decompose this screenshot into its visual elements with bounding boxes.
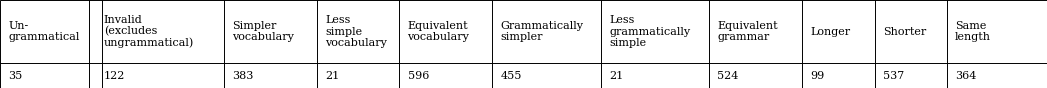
- Text: 21: 21: [609, 71, 623, 81]
- Text: 122: 122: [104, 71, 125, 81]
- Text: 364: 364: [955, 71, 977, 81]
- Text: 383: 383: [232, 71, 253, 81]
- Text: 35: 35: [8, 71, 23, 81]
- Text: Grammatically
simpler: Grammatically simpler: [500, 21, 584, 42]
- Text: 537: 537: [883, 71, 905, 81]
- Text: 524: 524: [717, 71, 739, 81]
- Text: 455: 455: [500, 71, 522, 81]
- Text: 99: 99: [810, 71, 825, 81]
- Text: 596: 596: [407, 71, 429, 81]
- Text: Less
simple
vocabulary: Less simple vocabulary: [326, 15, 387, 48]
- Text: 21: 21: [326, 71, 339, 81]
- Text: Simpler
vocabulary: Simpler vocabulary: [232, 21, 294, 42]
- Text: Shorter: Shorter: [883, 27, 927, 37]
- Text: Same
length: Same length: [955, 21, 992, 42]
- Text: Un-
grammatical: Un- grammatical: [8, 21, 80, 42]
- Text: Invalid
(excludes
ungrammatical): Invalid (excludes ungrammatical): [104, 15, 194, 48]
- Text: Less
grammatically
simple: Less grammatically simple: [609, 15, 690, 48]
- Text: Longer: Longer: [810, 27, 851, 37]
- Text: Equivalent
vocabulary: Equivalent vocabulary: [407, 21, 469, 42]
- Text: Equivalent
grammar: Equivalent grammar: [717, 21, 778, 42]
